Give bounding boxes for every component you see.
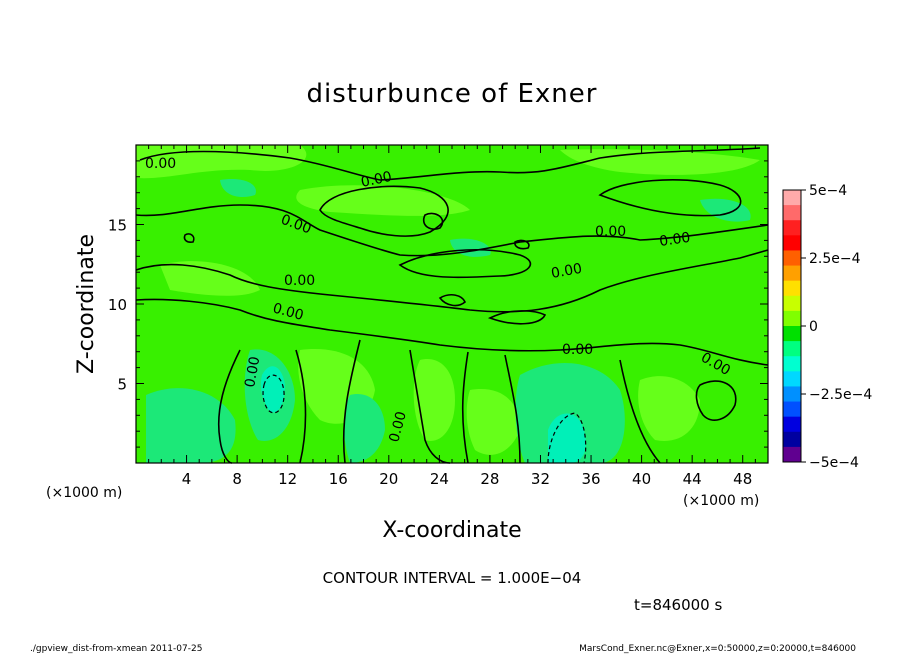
- contour-label: 0.00: [242, 355, 263, 388]
- time-text: t=846000 s: [634, 596, 722, 614]
- contour-label: 0.00: [145, 156, 176, 172]
- contour-lines: [135, 147, 769, 464]
- x-tick-label: 8: [232, 470, 242, 488]
- x-tick-label: 4: [182, 470, 192, 488]
- x-axis-unit: (×1000 m): [683, 493, 759, 509]
- colorbar-tick-label: −5e−4: [809, 455, 859, 471]
- colorbar-swatch: [783, 295, 801, 312]
- x-tick-label: 40: [632, 470, 651, 488]
- colorbar-swatch: [783, 220, 801, 236]
- colorbar-swatch: [783, 446, 801, 463]
- colorbar-swatch: [783, 190, 801, 206]
- colorbar-swatch: [783, 310, 801, 327]
- x-tick-label: 24: [430, 470, 449, 488]
- colorbar-labels: 5e−4 2.5e−4 0 −2.5e−4 −5e−4: [801, 183, 872, 471]
- colorbar-swatch: [783, 265, 801, 282]
- colorbar-swatch: [783, 416, 801, 433]
- x-tick-label: 36: [581, 470, 600, 488]
- plot-area: 0.00 0.00 0.00 0.00 0.00 0.00 0.00 0.00 …: [135, 144, 769, 464]
- colorbar-swatch: [783, 205, 801, 221]
- colorbar-swatch: [783, 371, 801, 387]
- y-tick-label: 10: [108, 296, 127, 314]
- colorbar-swatch: [783, 280, 801, 297]
- positive-patches: [136, 145, 760, 455]
- y-axis-label: Z-coordinate: [74, 234, 99, 374]
- chart-title: disturbunce of Exner: [307, 79, 598, 109]
- contour-label: 0.00: [271, 300, 305, 324]
- contour-interval-text: CONTOUR INTERVAL = 1.000E−04: [323, 569, 582, 587]
- x-tick-label: 28: [480, 470, 499, 488]
- x-tick-label: 20: [379, 470, 398, 488]
- colorbar-swatch: [783, 386, 801, 403]
- colorbar-tick-label: 2.5e−4: [809, 251, 861, 267]
- x-tick-label: 44: [683, 470, 702, 488]
- colorbar: [782, 189, 802, 463]
- colorbar-tick-label: −2.5e−4: [809, 387, 872, 403]
- footer-right: MarsCond_Exner.nc@Exner,x=0:50000,z=0:20…: [579, 644, 856, 654]
- contour-label: 0.00: [386, 410, 410, 444]
- contour-label: 0.00: [550, 261, 583, 282]
- contour-label: 0.00: [595, 224, 626, 240]
- colorbar-swatch: [783, 356, 801, 372]
- colorbar-swatch: [783, 250, 801, 267]
- x-tick-label: 16: [329, 470, 348, 488]
- x-tick-label: 48: [733, 470, 752, 488]
- y-tick-label: 5: [117, 376, 127, 394]
- x-tick-label: 12: [278, 470, 297, 488]
- contour-label: 0.00: [284, 273, 315, 289]
- y-tick-label: 15: [108, 217, 127, 235]
- y-axis-unit: (×1000 m): [46, 485, 122, 501]
- colorbar-tick-label: 0: [809, 319, 818, 335]
- colorbar-swatch: [783, 401, 801, 418]
- colorbar-swatch: [783, 431, 801, 448]
- y-axis-ticks: 5 10 15: [108, 160, 768, 448]
- x-tick-label: 32: [531, 470, 550, 488]
- colorbar-swatch: [783, 341, 801, 357]
- contour-label: 0.00: [562, 342, 593, 358]
- contour-label: 0.00: [658, 230, 691, 250]
- x-axis-ticks: 4 8 12 16 20 24 28 32 36 40 44 48: [148, 145, 756, 488]
- negative-contours: [262, 374, 587, 464]
- colorbar-swatch: [783, 235, 801, 251]
- x-axis-label: X-coordinate: [382, 518, 521, 543]
- footer-left: ./gpview_dist-from-xmean 2011-07-25: [30, 644, 202, 654]
- colorbar-swatch: [783, 326, 801, 342]
- colorbar-tick-label: 5e−4: [809, 183, 847, 199]
- contour-label: 0.00: [360, 169, 394, 191]
